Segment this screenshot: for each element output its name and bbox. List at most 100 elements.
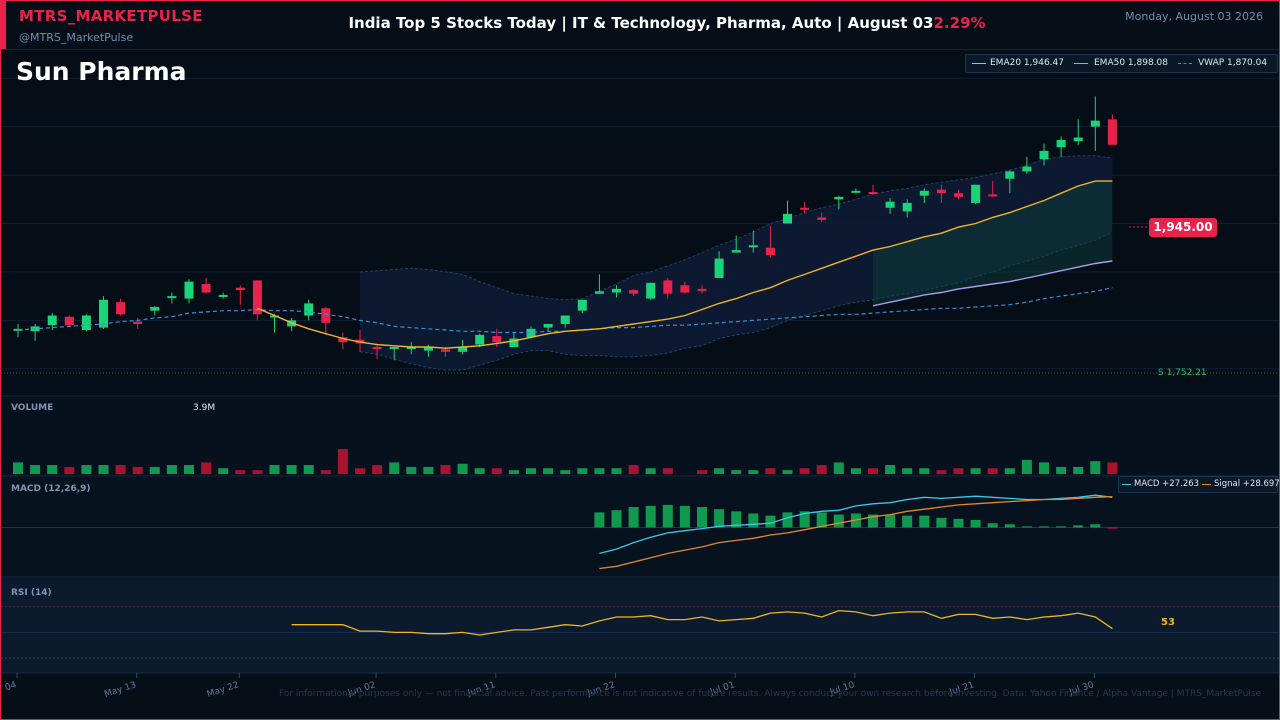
macd-histogram-bar	[816, 512, 827, 528]
macd-histogram-bar	[919, 515, 930, 528]
volume-bar	[782, 470, 793, 474]
x-tick-label: May 13	[103, 680, 137, 700]
macd-histogram-bar	[697, 507, 707, 528]
volume-bar	[47, 465, 58, 474]
volume-bar	[628, 465, 639, 474]
candle-body	[218, 294, 228, 297]
macd-swatch	[1122, 484, 1131, 485]
macd-histogram-bar	[987, 523, 998, 528]
candle-body	[509, 338, 519, 347]
volume-bar	[885, 465, 896, 474]
macd-histogram-bar	[714, 509, 725, 528]
candle-body	[663, 280, 673, 294]
macd-histogram-bar	[731, 511, 742, 528]
macd-histogram-bar	[662, 504, 673, 528]
macd-histogram-bar	[833, 514, 844, 528]
macd-histogram-bar	[936, 517, 947, 528]
macd-histogram-bar	[1004, 524, 1015, 528]
macd-line	[599, 494, 1113, 555]
macd-histogram-bar	[1056, 526, 1067, 528]
rsi-line	[291, 609, 1113, 636]
macd-histogram-bar	[902, 515, 913, 528]
candle-body	[646, 282, 656, 299]
candle-body	[321, 308, 331, 323]
volume-bar	[526, 468, 536, 474]
candle-body	[235, 287, 245, 291]
volume-bar	[269, 465, 280, 474]
volume-bar	[714, 468, 725, 474]
last-price-tag: 1,945.00	[1149, 218, 1217, 237]
volume-bar	[320, 470, 331, 474]
volume-bar	[81, 465, 92, 474]
macd-histogram-bar	[679, 505, 690, 528]
volume-bar	[252, 470, 263, 474]
brand-accent-bar	[1, 1, 6, 49]
volume-bar	[953, 468, 964, 474]
rsi-value-label: 53	[1161, 617, 1175, 628]
signal-swatch	[1202, 484, 1211, 485]
volume-bar	[457, 463, 468, 474]
volume-bar	[337, 449, 348, 474]
candle-body	[201, 284, 211, 293]
volume-bar	[98, 465, 109, 474]
candle-body	[270, 315, 279, 318]
candle-body	[81, 315, 91, 331]
volume-bar	[936, 470, 947, 474]
volume-bar	[833, 462, 844, 474]
candle-body	[1090, 120, 1100, 127]
candle-body	[988, 194, 998, 197]
volume-bar	[355, 468, 365, 474]
candle-body	[475, 334, 485, 345]
candle-body	[1056, 139, 1066, 148]
macd-histogram-bar	[765, 515, 776, 528]
macd-histogram-bar	[611, 510, 622, 528]
candle-body	[560, 315, 570, 324]
indicator-legend: EMA20 1,946.47 EMA50 1,898.08 VWAP 1,870…	[965, 54, 1278, 73]
volume-bar	[611, 468, 622, 474]
candle-body	[167, 296, 177, 299]
volume-bar	[594, 468, 605, 474]
macd-histogram-bar	[1021, 526, 1032, 528]
volume-bar	[799, 468, 810, 474]
x-tick-label: May 22	[206, 680, 240, 700]
candle-body	[902, 202, 912, 212]
volume-bar	[440, 465, 451, 474]
x-tick-label: 04	[4, 680, 18, 693]
candle-body	[629, 290, 639, 294]
volume-bar	[868, 468, 878, 474]
volume-bar	[303, 465, 314, 474]
candle-body	[680, 285, 690, 293]
volume-bar	[645, 468, 656, 474]
macd-histogram-bar	[1107, 527, 1118, 529]
volume-bar	[577, 468, 588, 474]
volume-bar	[970, 468, 981, 474]
macd-histogram-bar	[1039, 526, 1049, 528]
macd-histogram-bar	[799, 511, 810, 528]
candle-body	[1039, 150, 1049, 160]
volume-bar	[816, 465, 827, 474]
macd-histogram-bar	[885, 514, 896, 528]
candle-body	[800, 207, 810, 210]
volume-bar	[1039, 462, 1049, 474]
volume-bar	[115, 465, 126, 474]
candle-body	[441, 349, 450, 352]
candle-body	[406, 346, 416, 349]
headline-change: 2.29%	[933, 14, 986, 32]
volume-bar	[662, 468, 673, 474]
macd-histogram-bar	[1090, 524, 1101, 528]
header-divider	[1, 49, 1279, 50]
legend-ema20: EMA20 1,946.47	[990, 58, 1064, 68]
volume-bar	[1073, 466, 1084, 474]
volume-bar	[13, 462, 23, 474]
volume-bar	[166, 465, 177, 474]
ema-cloud-fill	[873, 181, 1113, 306]
legend-signal: Signal +28.697	[1214, 479, 1280, 489]
volume-bar	[1107, 462, 1118, 474]
disclaimer: For informational purposes only — not fi…	[279, 689, 1262, 699]
candle-body	[697, 288, 707, 291]
candle-body	[919, 190, 929, 196]
candle-body	[851, 190, 861, 193]
volume-bar	[64, 466, 75, 474]
vwap-swatch	[1178, 63, 1192, 64]
volume-bar	[406, 466, 417, 474]
